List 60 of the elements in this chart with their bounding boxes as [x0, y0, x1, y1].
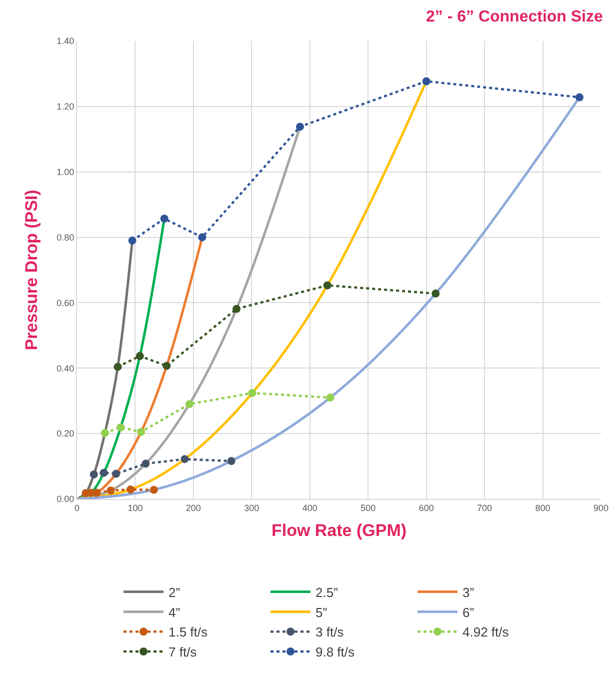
legend-label: 2.5”: [316, 584, 338, 600]
point: [198, 233, 206, 242]
y-tick-label: 0.00: [56, 494, 74, 504]
x-tick-label: 700: [477, 502, 492, 513]
x-tick-label: 500: [360, 502, 376, 513]
y-tick-label: 1.00: [56, 167, 74, 178]
legend-label: 2”: [168, 584, 180, 600]
x-axis-title: Flow Rate (GPM): [271, 521, 407, 540]
point: [136, 352, 144, 360]
point: [422, 77, 430, 86]
x-tick-label: 900: [593, 502, 609, 513]
legend-label: 6”: [462, 604, 474, 620]
x-tick-label: 600: [418, 502, 434, 513]
legend-label: 3”: [462, 584, 474, 600]
x-tick-label: 100: [128, 502, 143, 513]
point: [128, 236, 136, 245]
point: [90, 470, 98, 478]
point: [100, 468, 108, 477]
point: [432, 290, 440, 298]
point: [180, 455, 189, 464]
y-tick-label: 0.40: [56, 363, 74, 374]
point: [100, 428, 109, 437]
legend-label: 4.92 ft/s: [462, 624, 510, 640]
y-tick-label: 1.20: [56, 102, 74, 112]
x-tick-label: 800: [535, 502, 550, 513]
legend-label: 9.8 ft/s: [316, 644, 356, 660]
point: [185, 400, 194, 408]
y-tick-label: 0.80: [56, 232, 74, 242]
point: [323, 281, 332, 290]
y-tick-label: 0.20: [56, 428, 74, 439]
y-tick-label: 0.60: [56, 298, 74, 308]
legend-label: 7 ft/s: [168, 644, 198, 660]
x-tick-label: 300: [244, 502, 260, 513]
x-tick-label: 0: [74, 502, 80, 513]
point: [575, 93, 584, 102]
point: [160, 214, 168, 223]
point: [116, 423, 125, 432]
legend-label: 3 ft/s: [316, 624, 344, 640]
point: [326, 394, 334, 402]
point: [150, 486, 158, 494]
point: [248, 389, 256, 398]
point: [142, 460, 150, 468]
point: [92, 488, 101, 497]
legend-label: 1.5 ft/s: [168, 624, 208, 640]
point: [296, 122, 304, 131]
point: [232, 304, 241, 313]
point: [106, 486, 115, 494]
x-tick-label: 200: [186, 502, 201, 513]
legend-label: 5”: [316, 604, 328, 620]
y-tick-label: 1.40: [56, 36, 74, 46]
y-axis-title: Pressure Drop (PSI): [22, 190, 42, 350]
x-tick-label: 400: [302, 502, 318, 513]
point: [162, 362, 171, 370]
point: [112, 470, 120, 478]
legend-label: 4”: [168, 604, 180, 620]
chart-title: 2” - 6” Connection Size: [426, 8, 604, 26]
point: [126, 486, 135, 494]
point: [137, 428, 146, 436]
point: [114, 362, 122, 371]
point: [227, 457, 236, 466]
